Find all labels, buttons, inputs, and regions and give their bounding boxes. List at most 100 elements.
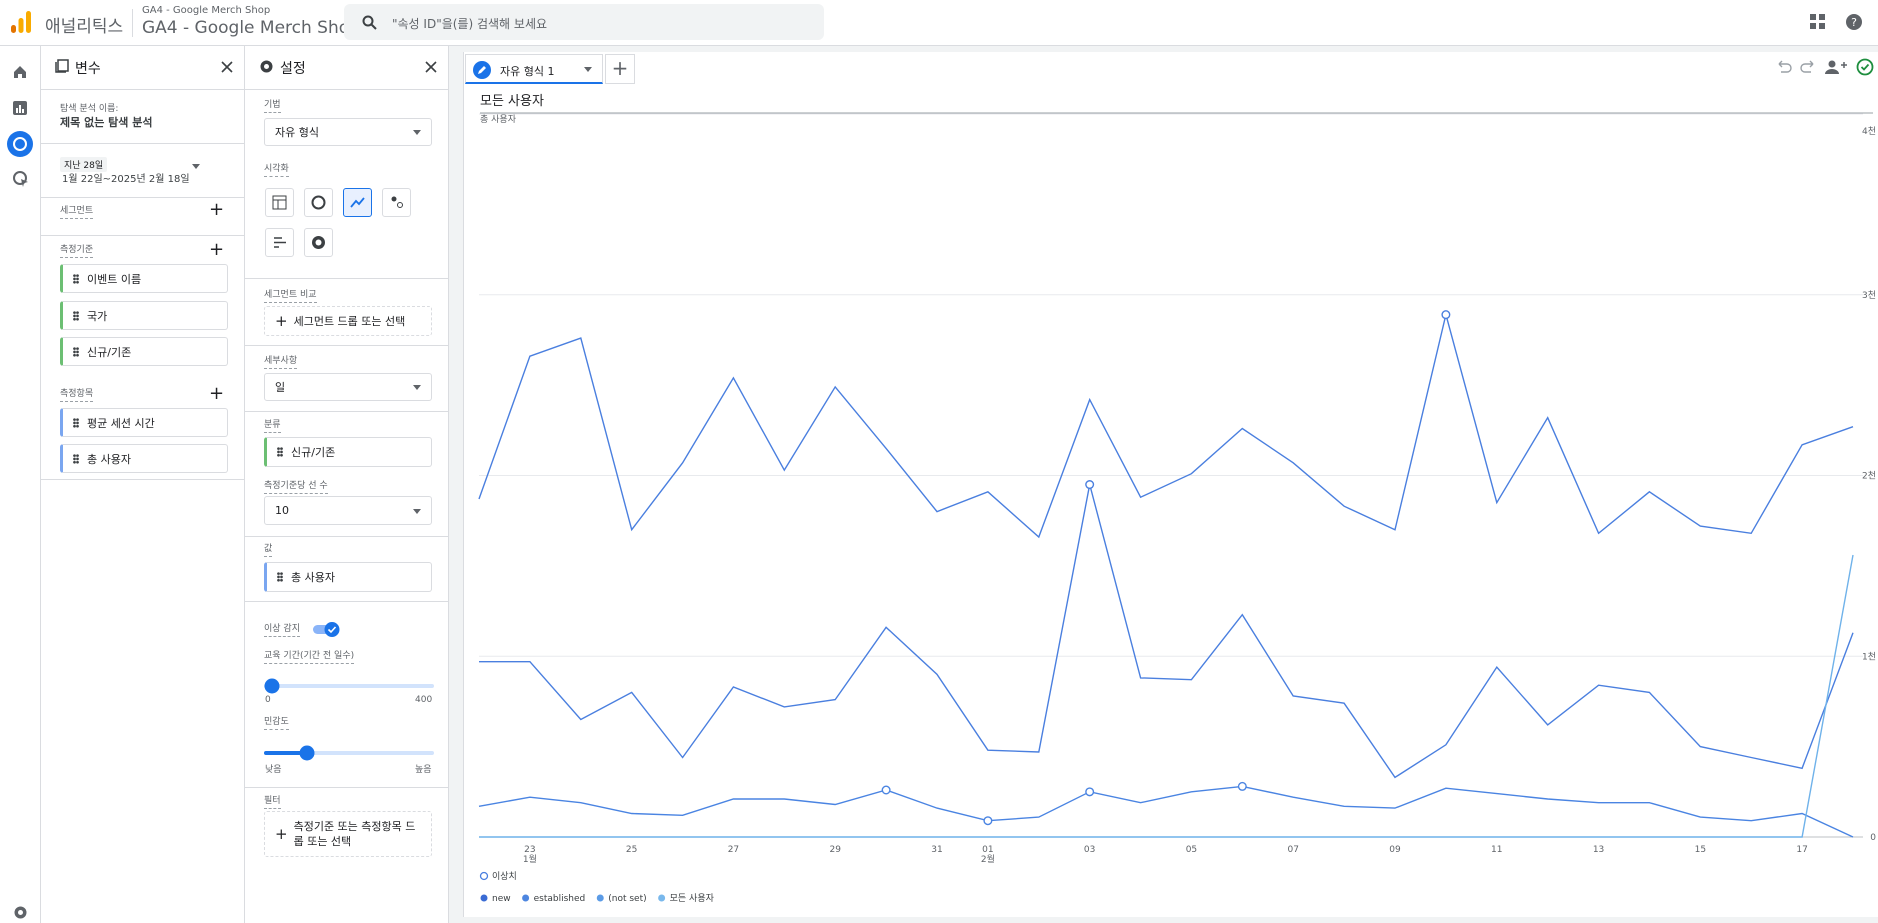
legend-marker bbox=[522, 894, 530, 902]
x-tick-label: 01 2월 bbox=[980, 845, 995, 865]
metrics-label: 측정항목 bbox=[60, 388, 94, 402]
viz-donut[interactable] bbox=[304, 188, 333, 217]
legend-marker bbox=[596, 894, 604, 902]
x-tick-label: 05 bbox=[1185, 845, 1198, 855]
add-segment[interactable]: + bbox=[209, 199, 225, 220]
metric-chip[interactable]: 평균 세션 시간 bbox=[60, 408, 228, 437]
viz-bar[interactable] bbox=[265, 228, 294, 257]
y-axis-label: 총 사용자 bbox=[480, 114, 517, 125]
panel-title: 설정 bbox=[280, 61, 306, 77]
series-line bbox=[478, 785, 1854, 838]
rows-dropdown[interactable]: 10 bbox=[264, 496, 432, 525]
anomaly-point bbox=[1441, 310, 1451, 320]
series-line bbox=[479, 554, 1854, 838]
x-tick-label: 29 bbox=[829, 845, 841, 855]
dimension-chip[interactable]: 국가 bbox=[60, 301, 228, 330]
x-tick-label: 11 bbox=[1491, 845, 1503, 855]
canvas bbox=[463, 52, 1878, 917]
help-icon[interactable]: ? bbox=[1845, 13, 1863, 31]
filters-label: 필터 bbox=[264, 795, 281, 809]
breakdown: 신규/기존 bbox=[291, 446, 336, 459]
logo bbox=[11, 11, 31, 33]
dimension: 이벤트 이름 bbox=[87, 272, 142, 286]
legend-marker bbox=[658, 894, 666, 902]
x-tick-label: 27 bbox=[727, 845, 740, 855]
rows: 10 bbox=[275, 504, 289, 517]
x-tick-label: 17 bbox=[1796, 845, 1808, 855]
tab-label: 자유 형식 1 bbox=[500, 65, 555, 78]
drop-text: 측정기준 또는 측정항목 드롭 또는 선택 bbox=[293, 820, 416, 848]
add-dimension[interactable]: + bbox=[209, 239, 225, 260]
sensitivity-low: 낮음 bbox=[265, 765, 282, 775]
x-tick-label: 03 bbox=[1083, 845, 1096, 855]
breakdown-chip[interactable]: 신규/기존 bbox=[264, 437, 432, 467]
legend-label: 이상치 bbox=[492, 870, 517, 882]
granularity-dropdown[interactable]: 일 bbox=[264, 373, 432, 401]
metric: 총 사용자 bbox=[87, 452, 131, 466]
anomaly-point bbox=[1085, 480, 1095, 490]
nav-rail bbox=[0, 46, 41, 923]
visualization-label: 시각화 bbox=[264, 163, 289, 177]
anomaly-toggle[interactable] bbox=[312, 620, 342, 638]
date-label: 지난 28일 bbox=[60, 157, 108, 172]
search-box[interactable]: "속성 ID"을(를) 검색해 보세요 bbox=[344, 4, 824, 40]
dimension: 신규/기존 bbox=[87, 345, 132, 359]
svg-text:?: ? bbox=[1851, 16, 1857, 29]
drop-text: 세그먼트 드롭 또는 선택 bbox=[293, 315, 406, 328]
chart-title: 모든 사용자 bbox=[480, 94, 544, 109]
segment-drop[interactable]: + 세그먼트 드롭 또는 선택 bbox=[264, 306, 432, 336]
panel-title: 변수 bbox=[75, 61, 101, 77]
y-tick-label: 4천 bbox=[1862, 126, 1876, 137]
legend-marker bbox=[479, 871, 489, 881]
add-metric[interactable]: + bbox=[209, 383, 225, 404]
series-line bbox=[479, 484, 1854, 779]
rows-label: 측정기준당 선 수 bbox=[264, 480, 328, 494]
x-tick-label: 31 bbox=[931, 845, 943, 855]
x-tick-label: 15 bbox=[1694, 845, 1707, 855]
viz-table[interactable] bbox=[265, 188, 294, 217]
viz-scatter[interactable] bbox=[382, 188, 411, 217]
apps-icon[interactable] bbox=[1810, 14, 1826, 30]
dimension-chip[interactable]: 이벤트 이름 bbox=[60, 264, 228, 293]
app-name: 애널리틱스 bbox=[45, 17, 124, 37]
tab[interactable]: 자유 형식 1 bbox=[465, 54, 603, 84]
sensitivity-slider[interactable] bbox=[264, 743, 434, 763]
add-tab[interactable]: + bbox=[605, 54, 635, 84]
dimension-chip[interactable]: 신규/기존 bbox=[60, 337, 228, 366]
technique: 자유 형식 bbox=[275, 126, 319, 139]
training-min: 0 bbox=[265, 695, 271, 705]
canvas-area: 자유 형식 1 + bbox=[449, 46, 1878, 923]
granularity: 일 bbox=[275, 381, 286, 394]
reports-icon[interactable] bbox=[12, 100, 28, 116]
training-slider[interactable] bbox=[264, 676, 434, 696]
training-max: 400 bbox=[415, 695, 433, 705]
dimensions-label: 측정기준 bbox=[60, 244, 94, 258]
x-tick-label: 23 1월 bbox=[522, 845, 537, 865]
viz-line[interactable] bbox=[343, 188, 372, 217]
settings-panel: 설정 기법 자유 형식 시각화 세그먼트 비교 + 세그먼트 드롭 또는 선택 세… bbox=[245, 46, 449, 923]
explore-icon[interactable] bbox=[7, 131, 33, 157]
x-tick-label: 07 bbox=[1287, 845, 1299, 855]
home-icon[interactable] bbox=[12, 64, 28, 80]
advertising-icon[interactable] bbox=[12, 170, 30, 188]
exploration-name[interactable]: 제목 없는 탐색 분석 bbox=[60, 116, 153, 129]
technique-dropdown[interactable]: 자유 형식 bbox=[264, 118, 432, 146]
close-button[interactable] bbox=[221, 61, 233, 73]
filter-drop[interactable]: + 측정기준 또는 측정항목 드롭 또는 선택 bbox=[264, 811, 432, 857]
date-range[interactable]: 1월 22일~2025년 2월 18일 bbox=[62, 174, 190, 185]
exploration-label: 탐색 분석 이름: bbox=[60, 104, 119, 114]
value-chip[interactable]: 총 사용자 bbox=[264, 562, 432, 592]
sensitivity-high: 높음 bbox=[415, 765, 432, 775]
account[interactable]: GA4 - Google Merch Shop bbox=[142, 5, 271, 16]
settings-icon[interactable] bbox=[12, 904, 29, 921]
segment-compare-label: 세그먼트 비교 bbox=[264, 289, 317, 303]
anomaly-point bbox=[881, 785, 891, 795]
variables-panel: 변수 탐색 분석 이름: 제목 없는 탐색 분석 지난 28일 1월 22일~2… bbox=[41, 46, 245, 923]
toolbar bbox=[1778, 58, 1874, 76]
viz-geo[interactable] bbox=[304, 228, 333, 257]
x-tick-label: 09 bbox=[1389, 845, 1401, 855]
close-button[interactable] bbox=[425, 61, 437, 73]
property[interactable]: GA4 - Google Merch Shop bbox=[142, 18, 360, 38]
metric-chip[interactable]: 총 사용자 bbox=[60, 444, 228, 473]
